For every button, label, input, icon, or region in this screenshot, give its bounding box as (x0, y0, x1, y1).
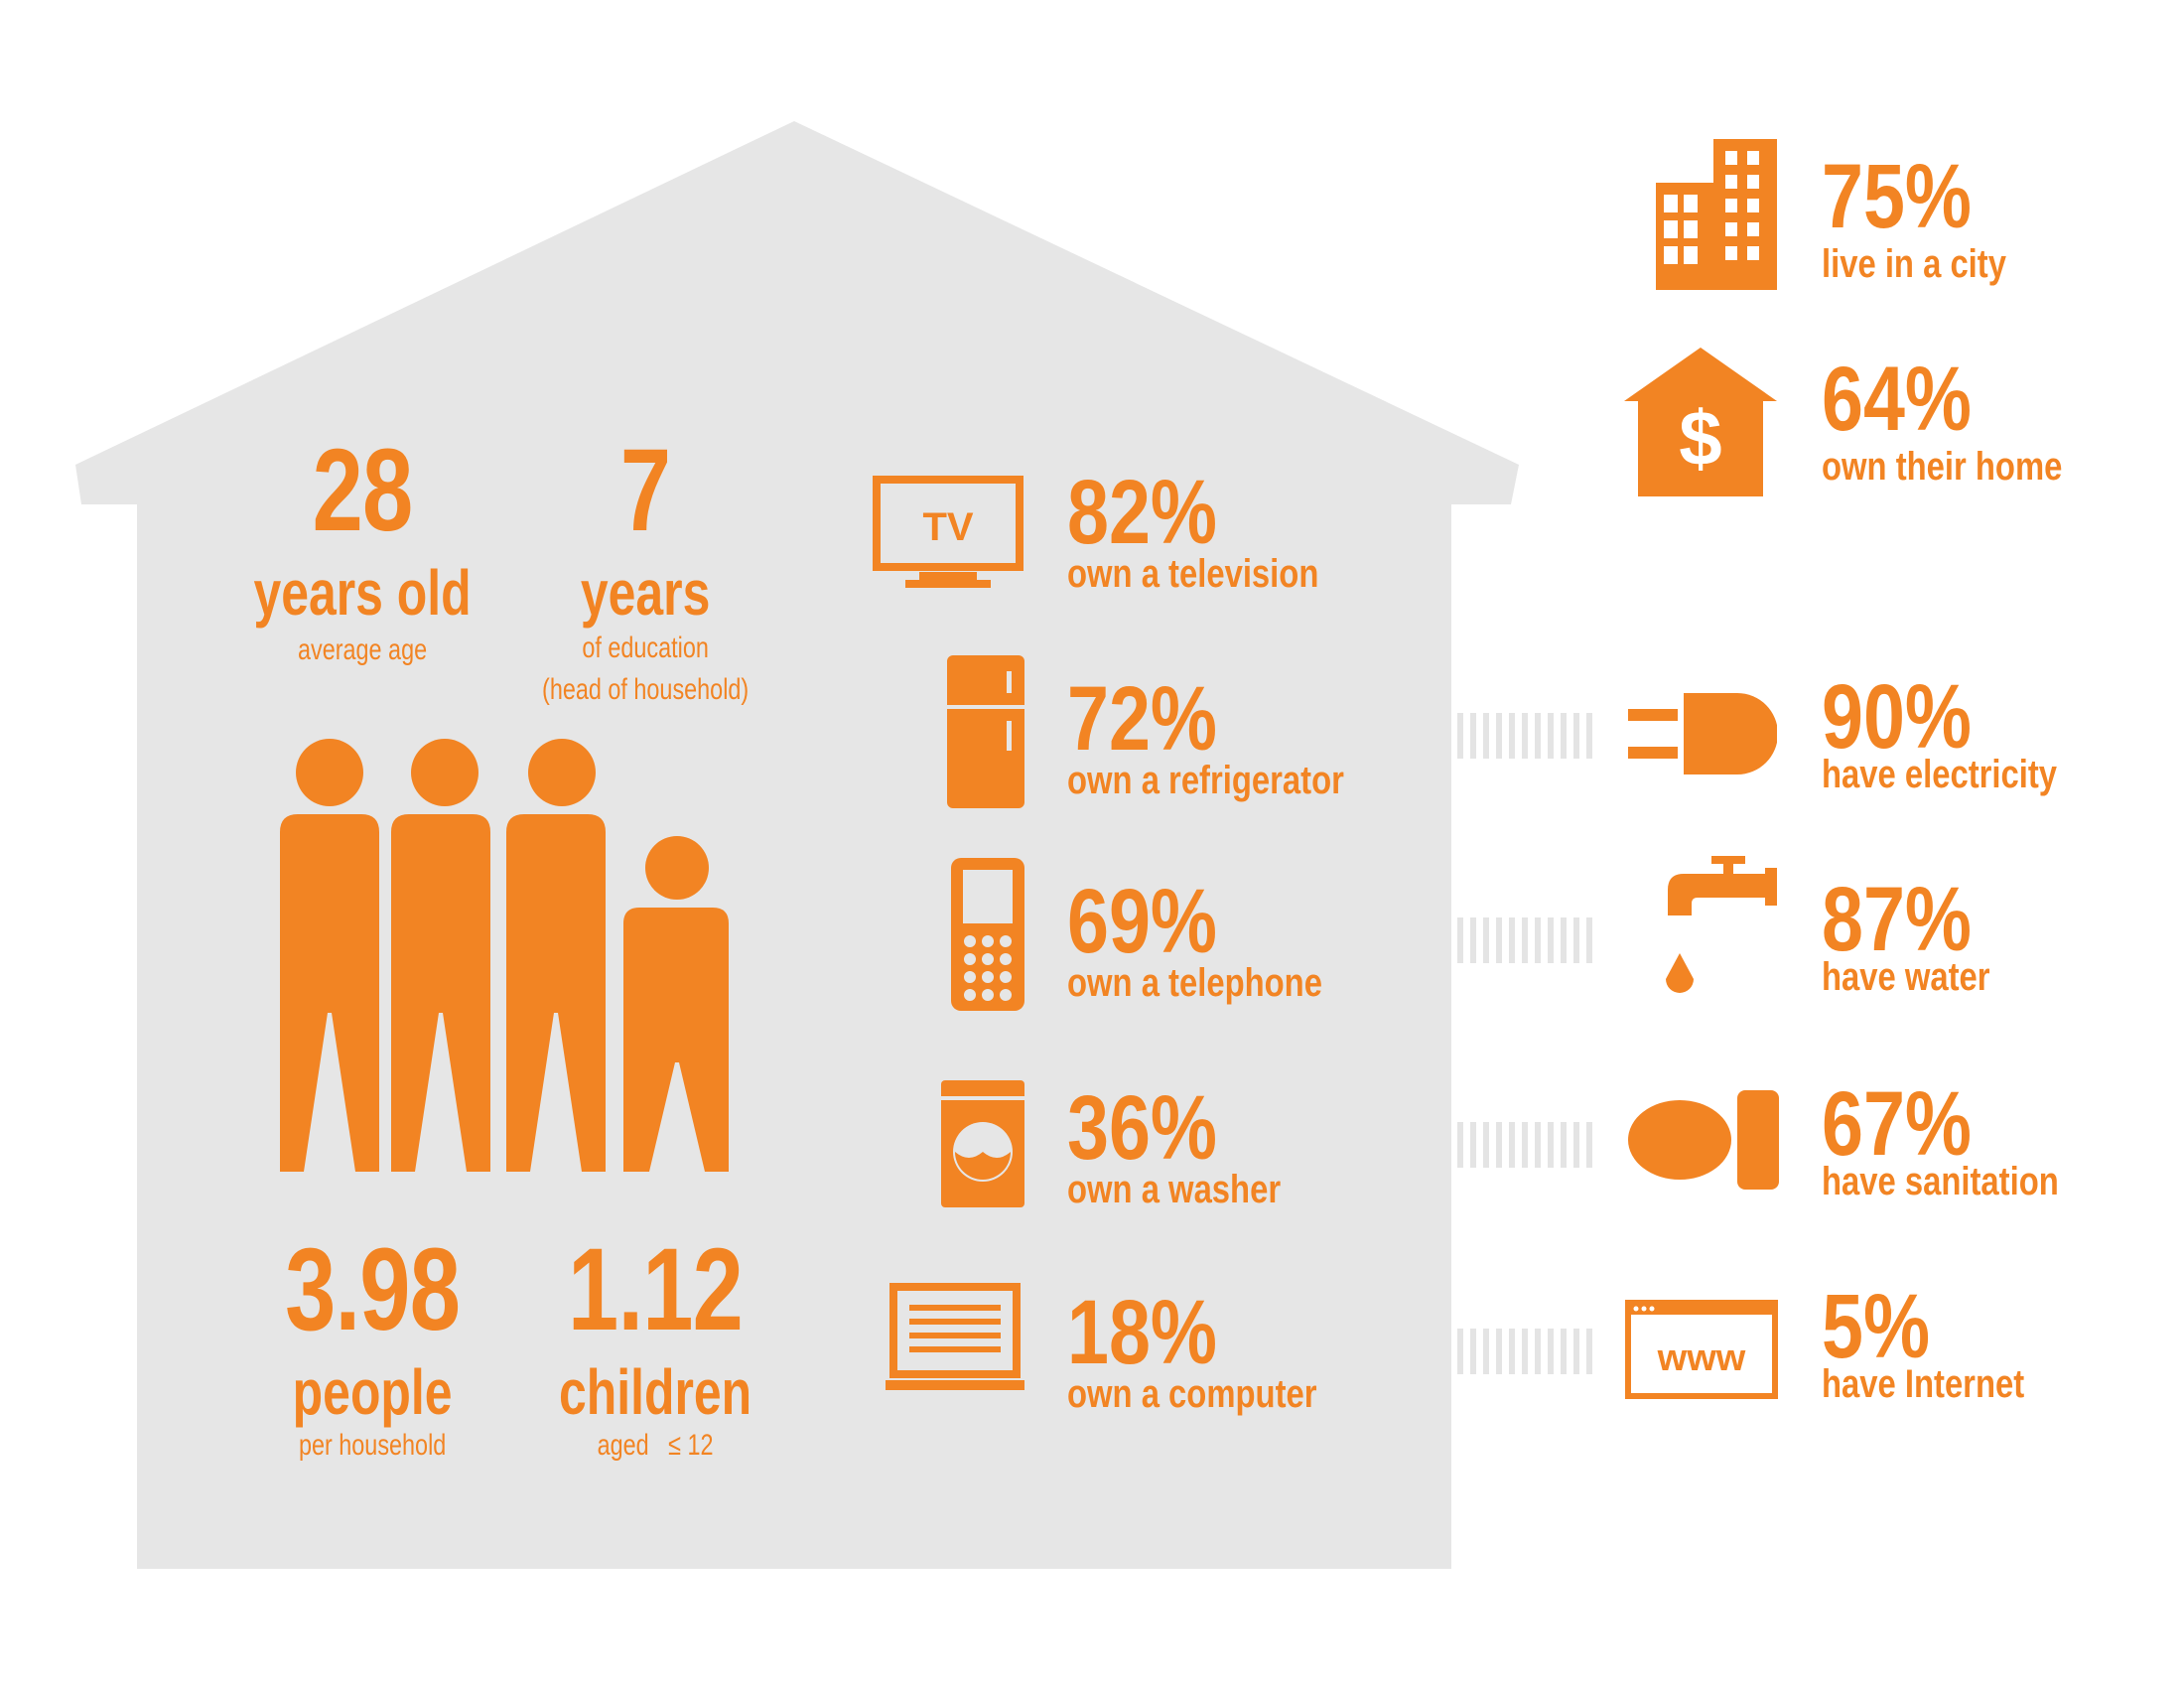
electricity-percent: 90% (1822, 666, 1972, 768)
family-icon (280, 739, 729, 1172)
tv-icon: TV (873, 476, 1024, 588)
electricity-label: have electricity (1822, 753, 2058, 796)
home-label: own their home (1822, 445, 2063, 489)
www-label: www (1657, 1337, 1746, 1379)
internet-percent: 5% (1822, 1276, 1931, 1377)
city-percent: 75% (1822, 146, 1972, 247)
toilet-icon (1628, 1090, 1779, 1190)
connector-sanitation (1457, 1122, 1592, 1168)
house-dollar-icon: $ (1624, 348, 1777, 496)
computer-percent: 18% (1067, 1282, 1217, 1383)
children-sub: aged ≤ 12 (597, 1429, 714, 1462)
children-label: children (558, 1356, 752, 1428)
education-value: 7 (619, 425, 671, 556)
refrigerator-percent: 72% (1067, 668, 1217, 770)
connector-water (1457, 917, 1592, 963)
telephone-icon (951, 858, 1024, 1011)
water-label: have water (1822, 955, 1990, 999)
refrigerator-icon (947, 655, 1024, 808)
sanitation-label: have sanitation (1822, 1160, 2059, 1203)
home-percent: 64% (1822, 349, 1972, 450)
dollar-sign: $ (1679, 394, 1721, 482)
children-value: 1.12 (568, 1224, 744, 1355)
tv-icon-label: TV (922, 505, 973, 549)
city-label: live in a city (1822, 242, 2006, 286)
connector-internet (1457, 1329, 1592, 1374)
telephone-label: own a telephone (1067, 961, 1322, 1005)
connector-electricity (1457, 713, 1592, 759)
browser-www-icon: www (1625, 1300, 1778, 1399)
sanitation-percent: 67% (1822, 1073, 1972, 1175)
washer-icon (941, 1080, 1024, 1207)
city-buildings-icon (1656, 139, 1777, 290)
age-value: 28 (312, 425, 414, 556)
education-sub: of education (582, 632, 709, 664)
telephone-percent: 69% (1067, 871, 1217, 972)
washer-percent: 36% (1067, 1077, 1217, 1179)
refrigerator-label: own a refrigerator (1067, 759, 1344, 802)
television-percent: 82% (1067, 462, 1217, 563)
people-label: people (292, 1356, 453, 1428)
education-label: years (580, 557, 711, 629)
water-faucet-icon (1666, 856, 1777, 993)
people-sub: per household (298, 1429, 447, 1462)
water-percent: 87% (1822, 869, 1972, 970)
age-sub: average age (297, 633, 428, 666)
electric-plug-icon (1628, 693, 1777, 774)
education-sub2: (head of household) (542, 673, 750, 706)
computer-icon (886, 1283, 1024, 1390)
television-label: own a television (1067, 552, 1319, 596)
internet-label: have Internet (1822, 1362, 2025, 1406)
washer-label: own a washer (1067, 1168, 1282, 1211)
age-label: years old (253, 557, 472, 629)
people-value: 3.98 (285, 1224, 461, 1355)
computer-label: own a computer (1067, 1372, 1317, 1416)
